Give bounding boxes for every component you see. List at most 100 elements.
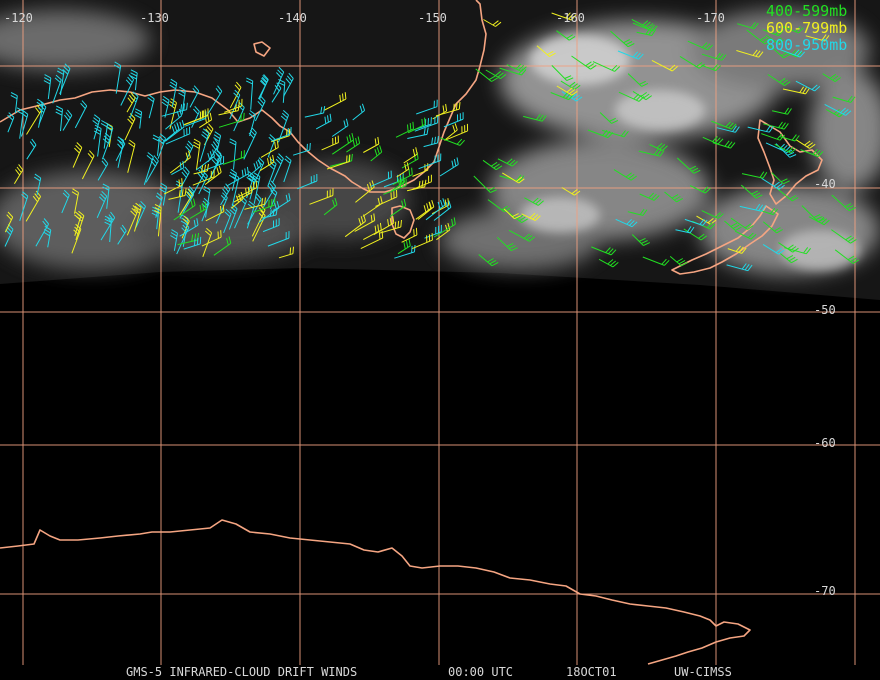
wind-barb — [774, 143, 797, 154]
wind-barb — [401, 227, 418, 243]
wind-barb — [397, 238, 411, 255]
wind-barb — [679, 55, 705, 69]
wind-barb — [203, 185, 211, 218]
wind-barb — [183, 236, 202, 250]
wind-barb — [204, 165, 222, 185]
wind-barb — [100, 120, 108, 149]
wind-barb — [245, 77, 254, 110]
wind-barb — [502, 208, 528, 224]
wind-barb — [591, 246, 617, 256]
antarctica-coastline — [0, 519, 751, 665]
wind-barb — [43, 74, 52, 100]
wind-barb — [277, 78, 286, 103]
wind-barb — [716, 125, 740, 133]
lon-label-130: -130 — [140, 11, 169, 25]
wind-barb — [556, 30, 576, 41]
wind-barb — [414, 115, 439, 132]
wind-barb — [100, 211, 116, 241]
wind-barb — [776, 187, 799, 202]
wind-barb — [502, 172, 525, 184]
wind-barb — [113, 61, 122, 94]
wind-barb — [189, 85, 200, 108]
wind-barb — [503, 208, 522, 220]
wind-barb — [407, 127, 429, 139]
wind-barb — [323, 197, 338, 216]
footer-date: 18OCT01 — [566, 665, 617, 679]
wind-barb — [726, 263, 753, 272]
wind-barb — [243, 127, 257, 160]
wind-barb — [326, 154, 351, 170]
wind-barb — [236, 180, 258, 198]
wind-barb — [587, 129, 614, 139]
wind-barb — [782, 26, 804, 34]
wind-barb — [765, 34, 785, 44]
wind-barb — [403, 147, 418, 164]
wind-barb — [701, 64, 721, 72]
wind-barb — [203, 156, 225, 172]
wind-barb — [165, 126, 191, 145]
wind-barb — [220, 183, 231, 206]
wind-barb — [762, 243, 785, 255]
wind-barb — [778, 242, 799, 253]
wind-barb — [632, 90, 652, 101]
wind-barb — [115, 138, 126, 162]
wind-barb — [363, 222, 382, 241]
wind-barb — [135, 200, 146, 228]
wind-barb — [762, 221, 783, 234]
wind-barb — [147, 94, 155, 119]
wind-barb — [323, 92, 347, 111]
wind-barb — [244, 197, 266, 210]
wind-barb — [199, 112, 213, 129]
wind-barb — [271, 153, 284, 184]
wind-barb — [271, 193, 291, 213]
wind-barb — [254, 95, 266, 122]
wind-barb — [179, 218, 199, 237]
wind-barb — [370, 145, 383, 162]
wind-barb — [795, 80, 821, 92]
wind-barb — [669, 256, 688, 267]
wind-barb — [224, 98, 243, 113]
wind-barb — [74, 100, 88, 129]
wind-barb — [734, 230, 757, 240]
wind-barb — [101, 132, 111, 160]
wind-barb — [152, 134, 160, 156]
wind-barb — [737, 21, 759, 30]
wind-barb — [433, 217, 456, 238]
wind-barb — [193, 163, 209, 175]
lon-label-150: -150 — [418, 11, 447, 25]
pressure-legend: 400-599mb 600-799mb 800-950mb — [766, 2, 847, 54]
wind-barb — [800, 148, 824, 158]
wind-barb — [618, 91, 645, 102]
wind-barb — [346, 136, 361, 153]
wind-barb — [556, 85, 578, 96]
wind-barb — [599, 112, 619, 124]
wind-barb — [775, 143, 797, 158]
wind-barb — [610, 30, 635, 48]
wind-barb — [375, 189, 398, 207]
wind-barb — [184, 140, 194, 163]
wind-barb — [92, 114, 101, 140]
wind-barb — [746, 29, 771, 45]
wind-barb — [407, 117, 426, 134]
wind-barb — [712, 140, 736, 149]
wind-barb — [551, 12, 577, 21]
wind-barb — [822, 73, 841, 83]
wind-barb — [309, 188, 334, 205]
wind-barb — [436, 222, 451, 241]
wind-barb — [524, 197, 544, 206]
wind-barb — [7, 112, 15, 133]
wind-barb — [229, 89, 241, 120]
wind-barb — [834, 249, 860, 264]
wind-barb — [223, 208, 232, 234]
wind-barb — [168, 188, 187, 200]
wind-barb — [781, 49, 803, 58]
wind-barb — [127, 139, 136, 173]
wind-barb — [439, 137, 465, 146]
wind-barb — [184, 108, 209, 125]
wind-barb — [355, 180, 375, 203]
wind-barb — [155, 192, 163, 218]
wind-barb — [157, 133, 166, 159]
wind-barb — [370, 170, 392, 187]
satellite-image — [0, 0, 880, 300]
